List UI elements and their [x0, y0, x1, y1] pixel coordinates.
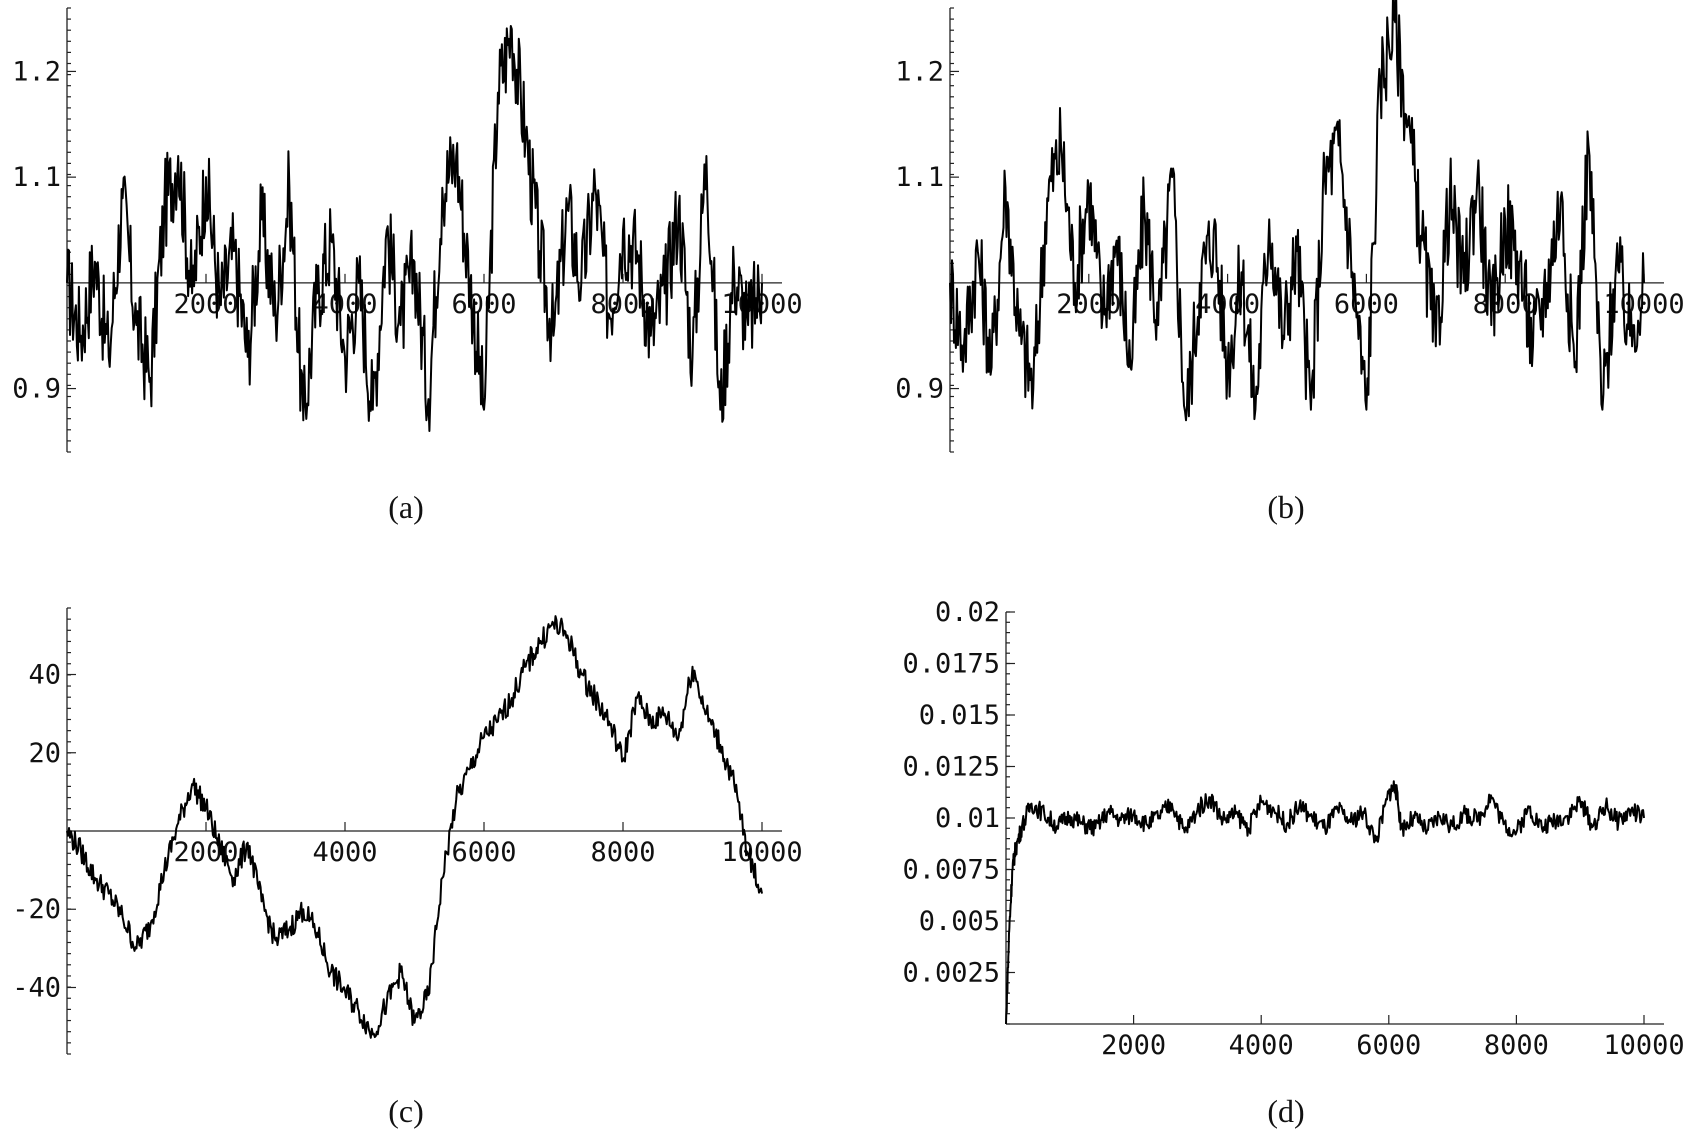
x-tick-label: 2000: [1101, 1030, 1166, 1061]
y-tick-label: 1.2: [12, 56, 61, 87]
x-tick-label: 6000: [451, 837, 516, 868]
panel-caption: (d): [1267, 1093, 1304, 1129]
y-tick-label: 0.0075: [902, 855, 1000, 886]
series-line: [66, 25, 763, 432]
x-tick-label: 2000: [173, 837, 238, 868]
panel-d: 0.0025 0.005 0.0075 0.01 0.0125 0.015 0.0175 0.…: [902, 597, 1684, 1129]
y-tick-label: 40: [28, 660, 61, 691]
y-tick-label: 20: [28, 738, 61, 769]
y-tick-label: 0.02: [935, 597, 1000, 628]
x-tick-label: 4000: [312, 837, 377, 868]
x-tick-label: 10000: [721, 837, 802, 868]
y-tick-label: 0.005: [919, 906, 1000, 937]
y-tick-label: 0.015: [919, 700, 1000, 731]
x-tick-label: 8000: [590, 837, 655, 868]
panel-caption: (c): [388, 1093, 424, 1129]
panel-caption: (a): [388, 489, 424, 525]
y-tick-label: 0.0125: [902, 752, 1000, 783]
y-tick-label: 0.9: [12, 374, 61, 405]
y-tick-label: 1.1: [895, 162, 944, 193]
y-tick-label: -20: [12, 894, 61, 925]
x-tick-label: 8000: [1484, 1030, 1549, 1061]
x-tick-label: 4000: [1195, 289, 1260, 320]
x-tick-label: 4000: [1229, 1030, 1294, 1061]
y-tick-label: 1.2: [895, 56, 944, 87]
x-tick-label: 10000: [1603, 289, 1684, 320]
y-tick-label: 0.0025: [902, 958, 1000, 989]
x-tick-label: 6000: [451, 289, 516, 320]
x-tick-label: 10000: [1603, 1030, 1684, 1061]
panel-c: -40 -20 20 40 2000 4000 6000 8000 10000 (c): [12, 607, 803, 1129]
x-tick-label: 6000: [1334, 289, 1399, 320]
panel-caption: (b): [1267, 489, 1304, 525]
x-tick-label: 2000: [173, 289, 238, 320]
y-tick-label: 1.1: [12, 162, 61, 193]
x-tick-label: 6000: [1356, 1030, 1421, 1061]
series-line: [949, 0, 1645, 422]
y-tick-label: -40: [12, 972, 61, 1003]
series-line: [1005, 780, 1645, 1025]
y-tick-label: 0.0175: [902, 649, 1000, 680]
y-tick-label: 0.9: [895, 374, 944, 405]
series-line: [66, 615, 763, 1039]
y-tick-label: 0.01: [935, 803, 1000, 834]
